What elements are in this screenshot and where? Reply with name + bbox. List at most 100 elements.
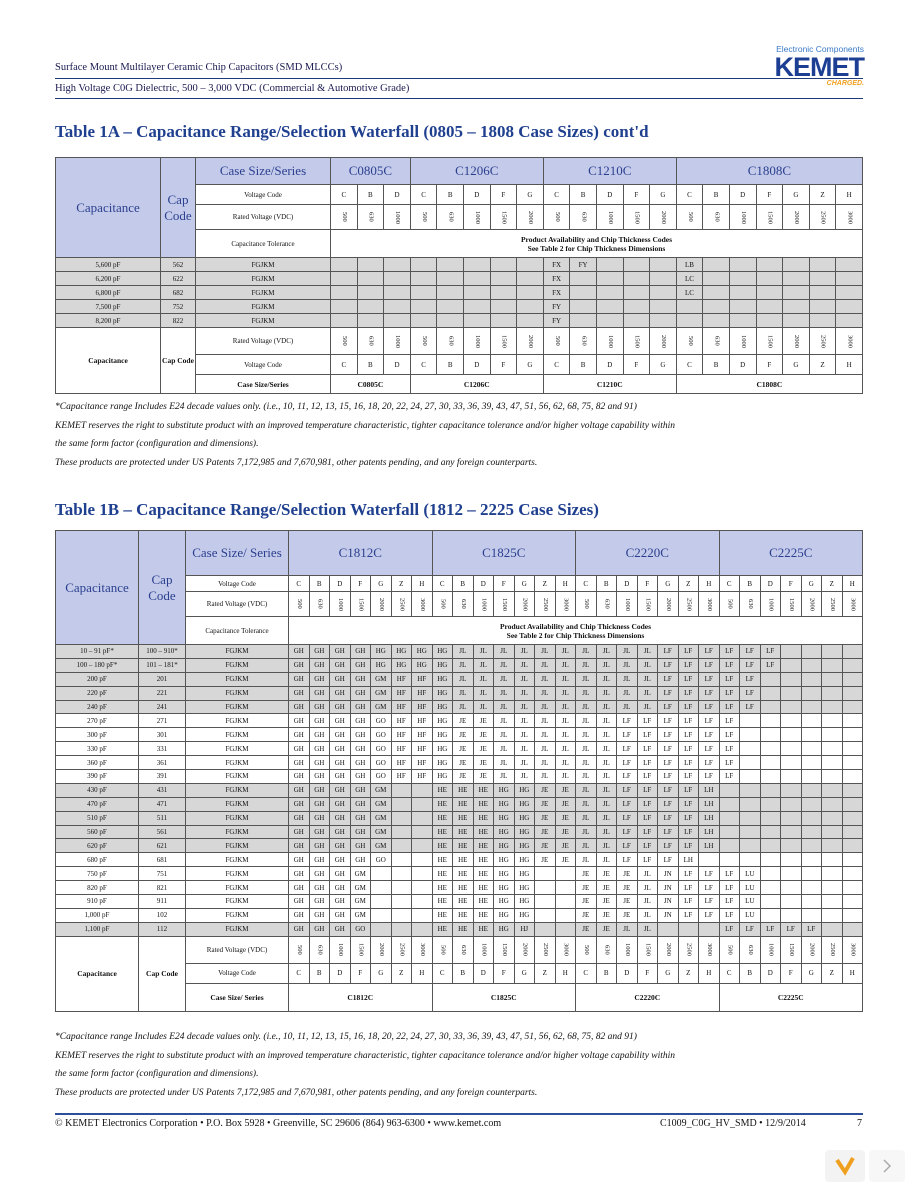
- voltage-code: D: [472, 575, 494, 592]
- note-line: KEMET reserves the right to substitute p…: [55, 1050, 676, 1061]
- thickness-code: HG: [431, 727, 453, 743]
- thickness-code: JL: [575, 685, 597, 701]
- thickness-code: LF: [698, 644, 720, 659]
- capacitance: 470 pF: [55, 796, 139, 812]
- thickness-code: GM: [370, 796, 392, 812]
- thickness-code: [554, 866, 576, 882]
- thickness-code: [800, 671, 822, 687]
- thickness-code: HG: [513, 852, 535, 868]
- thickness-code: GH: [288, 713, 310, 729]
- tolerance: FGJKM: [185, 866, 289, 882]
- thickness-code: HE: [472, 796, 494, 812]
- thickness-code: LF: [657, 810, 679, 826]
- cap-code: 511: [138, 810, 186, 826]
- viewer-widget[interactable]: [825, 1150, 905, 1182]
- header-row: Voltage Code C B D C B D F G C B D F G C B D F G Z H: [56, 184, 863, 205]
- thickness-code: [821, 796, 843, 812]
- thickness-code: [718, 796, 740, 812]
- thickness-code: [411, 907, 433, 923]
- voltage-code: C: [718, 962, 740, 984]
- rated-voltage: 1500: [636, 591, 658, 617]
- tolerance: FGJKM: [185, 713, 289, 729]
- voltage-code: G: [782, 184, 810, 205]
- voltage-code: D: [472, 962, 494, 984]
- rated-voltage: 1500: [489, 204, 518, 230]
- widget-arrow: [883, 1159, 892, 1173]
- rated-voltage: 2500: [534, 935, 556, 964]
- header-cell: Cap Code: [160, 157, 196, 258]
- header-cell: Capacitance: [55, 530, 139, 645]
- thickness-code: LF: [657, 755, 679, 771]
- thickness-code: HG: [513, 907, 535, 923]
- thickness-code: [330, 257, 358, 272]
- thickness-code: [780, 769, 802, 784]
- thickness-code: JL: [595, 671, 617, 687]
- thickness-code: GH: [288, 866, 310, 882]
- thickness-code: JL: [554, 699, 576, 715]
- thickness-code: HG: [493, 866, 515, 882]
- footer-row: Capacitance Cap Code Rated Voltage (VDC) 50…: [55, 327, 863, 394]
- thickness-code: JL: [554, 644, 576, 659]
- thickness-code: FX: [542, 271, 571, 286]
- thickness-code: [702, 299, 730, 314]
- rated-voltage: 3000: [554, 935, 576, 964]
- capacitance: 220 pF: [55, 685, 139, 701]
- rated-voltage: 2500: [808, 327, 837, 355]
- thickness-code: [383, 257, 411, 272]
- thickness-code: [759, 810, 781, 826]
- tolerance: FGJKM: [185, 769, 289, 784]
- cap-code: 822: [160, 313, 196, 328]
- thickness-code: [780, 852, 802, 868]
- thickness-code: [370, 866, 392, 882]
- rated-voltage: 630: [308, 935, 330, 964]
- thickness-code: GO: [370, 852, 392, 868]
- thickness-code: JL: [595, 699, 617, 715]
- rated-voltage: 630: [452, 935, 474, 964]
- thickness-code: GO: [370, 741, 392, 757]
- tolerance: FGJKM: [185, 824, 289, 840]
- thickness-code: JN: [657, 880, 679, 896]
- thickness-code: [702, 313, 730, 328]
- voltage-code: Z: [677, 962, 699, 984]
- header-row: Capacitance Cap Code Case Size/Series C0805…: [55, 157, 864, 258]
- thickness-code: [675, 313, 704, 328]
- rated-voltage: 1000: [462, 204, 491, 230]
- cap-code: 331: [138, 741, 186, 757]
- thickness-code: JL: [595, 657, 617, 673]
- voltage-code: B: [452, 962, 474, 984]
- voltage-code: G: [657, 575, 679, 592]
- data-row: 1,000 pF 102 FGJKM GH GH GH GM HE HE HE HG HG JE JE JE…: [55, 907, 863, 923]
- thickness-code: JL: [534, 741, 556, 757]
- cap-code: 622: [160, 271, 196, 286]
- thickness-code: [835, 285, 863, 300]
- thickness-code: [759, 741, 781, 757]
- tolerance: FGJKM: [195, 257, 331, 272]
- thickness-code: GH: [308, 894, 330, 909]
- thickness-code: LF: [677, 880, 699, 896]
- voltage-code: B: [739, 575, 761, 592]
- thickness-code: HE: [431, 796, 453, 812]
- thickness-code: LU: [739, 907, 761, 923]
- thickness-code: LF: [759, 921, 781, 937]
- data-row: 360 pF 361 FGJKM GH GH GH GH GO HF HF HG JE JE JL JL JL…: [55, 755, 863, 771]
- thickness-code: LF: [677, 866, 699, 882]
- voltage-code: B: [702, 354, 730, 375]
- capacitance: 910 pF: [55, 894, 139, 909]
- rated-voltage: 1500: [780, 591, 802, 617]
- thickness-code: GH: [329, 782, 351, 798]
- thickness-code: [728, 271, 757, 286]
- thickness-code: JL: [575, 852, 597, 868]
- case-name: C1825C: [431, 530, 576, 576]
- thickness-code: LF: [677, 907, 699, 923]
- voltage-code: B: [595, 962, 617, 984]
- thickness-code: JE: [452, 769, 474, 784]
- thickness-code: HF: [411, 741, 433, 757]
- tolerance: FGJKM: [185, 796, 289, 812]
- rated-voltage: 2500: [808, 204, 837, 230]
- thickness-code: JE: [534, 782, 556, 798]
- thickness-code: JL: [534, 657, 556, 673]
- thickness-code: FY: [542, 313, 571, 328]
- thickness-code: LF: [739, 699, 761, 715]
- thickness-code: LF: [718, 657, 740, 673]
